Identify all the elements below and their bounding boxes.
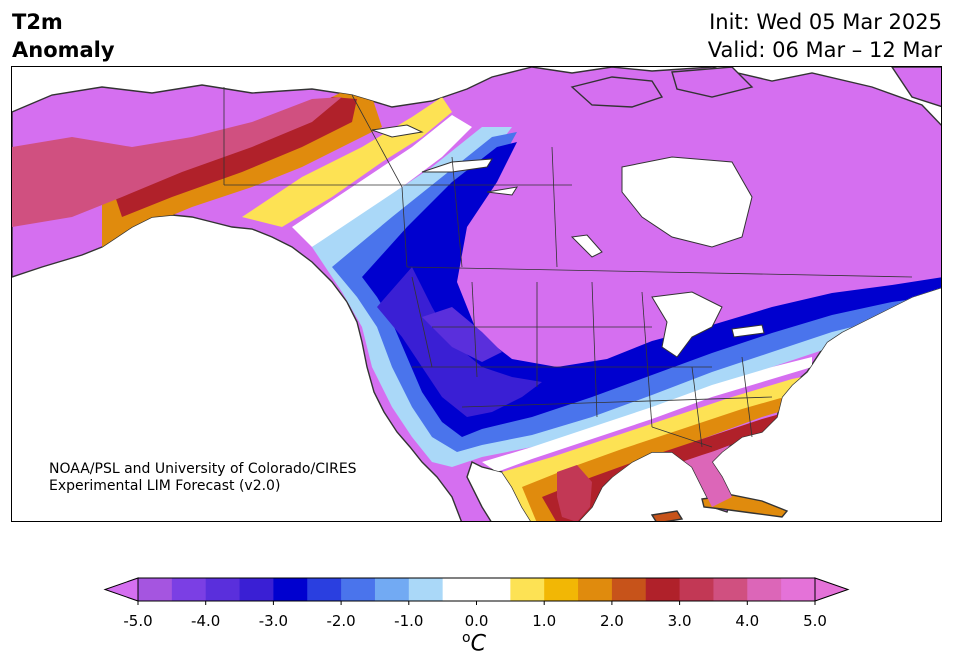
colorbar-tick-label: -5.0 bbox=[123, 612, 153, 630]
colorbar-tick-label: -4.0 bbox=[191, 612, 221, 630]
political-boundaries bbox=[223, 87, 913, 448]
neutral-band-south bbox=[482, 357, 812, 472]
title-line-1: T2m bbox=[12, 10, 63, 34]
hispaniola bbox=[650, 510, 684, 521]
colorbar-bin-3 bbox=[239, 578, 274, 601]
credit-line-2: Experimental LIM Forecast (v2.0) bbox=[49, 478, 281, 494]
lake-ontario bbox=[731, 324, 765, 338]
alaska-pink-anomaly bbox=[12, 97, 342, 227]
arctic-island-1 bbox=[570, 76, 664, 108]
unit-degree-symbol: o bbox=[462, 630, 471, 646]
anomaly-map bbox=[11, 66, 942, 522]
colorbar-bin-7 bbox=[374, 578, 410, 601]
colorbar-bin-18 bbox=[781, 578, 816, 601]
colorbar-bin-1 bbox=[171, 578, 207, 601]
great-lakes bbox=[651, 291, 723, 358]
colorbar-bin-16 bbox=[713, 578, 748, 601]
colorbar-tick-label: 1.0 bbox=[532, 612, 557, 630]
valid-date-range: Valid: 06 Mar – 12 Mar bbox=[707, 38, 942, 62]
colorbar-tick-label: -3.0 bbox=[258, 612, 289, 630]
colorbar-bin-5 bbox=[307, 578, 342, 601]
colorbar-bin-10 bbox=[510, 578, 545, 601]
colorbar-unit-label: oC bbox=[462, 630, 486, 656]
map-title: T2m Anomaly bbox=[12, 8, 115, 64]
lake-winnipeg bbox=[570, 234, 603, 258]
colorbar-tick-label: 5.0 bbox=[803, 612, 827, 630]
colorbar-bin-8 bbox=[408, 578, 444, 601]
credit-line-1: NOAA/PSL and University of Colorado/CIRE… bbox=[49, 461, 357, 477]
title-line-2: Anomaly bbox=[12, 38, 115, 62]
colorbar-outline bbox=[137, 577, 816, 602]
forecast-dates: Init: Wed 05 Mar 2025 Valid: 06 Mar – 12… bbox=[708, 8, 942, 64]
colorbar-bin-0 bbox=[138, 578, 173, 601]
colorbar-bin-6 bbox=[341, 578, 376, 601]
colorbar-tick-label: 2.0 bbox=[599, 612, 624, 630]
init-date: Init: Wed 05 Mar 2025 bbox=[709, 10, 942, 34]
colorbar-bin-14 bbox=[645, 578, 681, 601]
colorbar-bin-9 bbox=[442, 578, 511, 601]
lakes bbox=[371, 124, 765, 358]
colorbar-tick-label: 4.0 bbox=[735, 612, 760, 630]
texas-red-core bbox=[557, 465, 592, 521]
colorbar-bin-13 bbox=[611, 578, 647, 601]
colorbar-bin-4 bbox=[273, 578, 308, 601]
colorbar-bin-2 bbox=[205, 578, 241, 601]
colorbar-bins bbox=[138, 578, 816, 601]
great-bear-lake bbox=[371, 124, 424, 138]
colorbar-bin-17 bbox=[747, 578, 782, 601]
cold-band-deep bbox=[362, 142, 941, 437]
colorbar-bin-15 bbox=[679, 578, 714, 601]
colorbar-extend-low bbox=[103, 577, 139, 602]
colorbar-extend-high bbox=[814, 577, 850, 602]
hudson-bay bbox=[621, 156, 753, 248]
south-orange-band bbox=[522, 389, 820, 521]
credit-text: NOAA/PSL and University of Colorado/CIRE… bbox=[49, 461, 357, 495]
colorbar-tick-label: -1.0 bbox=[394, 612, 424, 630]
yukon-white-band bbox=[292, 115, 472, 247]
colorbar-tick-label: 3.0 bbox=[667, 612, 692, 630]
cold-core-2 bbox=[422, 307, 502, 362]
colorbar-ticks bbox=[137, 601, 816, 605]
greenland bbox=[891, 67, 941, 108]
anomaly-map-svg bbox=[12, 67, 941, 521]
colorbar-bin-12 bbox=[578, 578, 613, 601]
arctic-island-2 bbox=[671, 67, 754, 98]
colorbar-bin-11 bbox=[544, 578, 579, 601]
great-slave-lake bbox=[421, 158, 493, 173]
colorbar-tick-label: 0.0 bbox=[464, 612, 489, 630]
unit-celsius: C bbox=[470, 631, 486, 657]
colorbar-tick-label: -2.0 bbox=[326, 612, 356, 630]
lake-athabasca bbox=[486, 186, 519, 196]
